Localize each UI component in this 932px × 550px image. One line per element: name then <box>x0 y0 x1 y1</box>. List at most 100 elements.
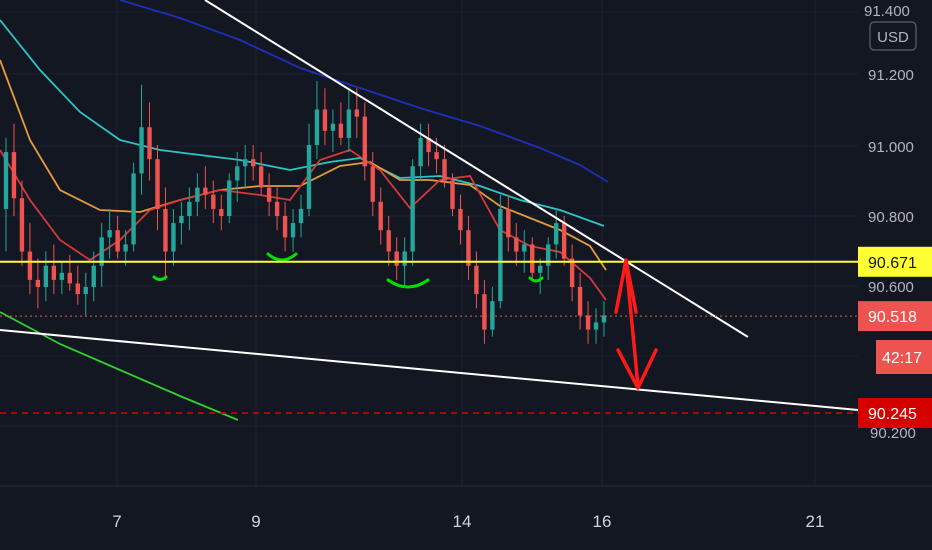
candle-body <box>179 216 184 224</box>
x-tick: 7 <box>112 512 121 531</box>
candle-body <box>131 173 136 245</box>
candle-body <box>498 208 503 302</box>
x-tick: 9 <box>251 512 260 531</box>
candle-body <box>67 272 72 284</box>
candle-body <box>418 137 423 167</box>
x-tick: 21 <box>806 512 825 531</box>
candle-body <box>243 159 248 167</box>
candle-body <box>458 208 463 231</box>
candle-body <box>227 180 232 216</box>
svg-text:42:17: 42:17 <box>882 350 922 367</box>
candle-body <box>274 201 280 216</box>
arrow-down-head <box>616 348 658 390</box>
last-price-label: 90.518 <box>858 301 932 332</box>
candle-body <box>553 223 559 245</box>
candle-body <box>298 208 304 224</box>
candle-body <box>211 194 216 209</box>
candle-body <box>235 166 240 181</box>
candle-body <box>514 237 519 252</box>
pattern-mark-4 <box>528 276 544 283</box>
candle-body <box>219 208 224 216</box>
candle-body <box>426 137 431 153</box>
time-axis: 7 9 14 16 21 <box>0 485 932 550</box>
candle-body <box>338 123 344 138</box>
candle-body <box>370 166 375 202</box>
pattern-mark-2 <box>266 252 298 262</box>
svg-text:90.671: 90.671 <box>868 255 917 272</box>
candle-body <box>19 198 25 252</box>
upper-trendline <box>204 0 749 338</box>
y-tick: 91.400 <box>864 3 910 20</box>
candle-body <box>163 208 168 252</box>
candle-body <box>171 223 176 252</box>
y-tick: 90.800 <box>868 209 914 226</box>
candle-body <box>51 265 57 280</box>
y-tick: 91.000 <box>868 139 914 156</box>
candle-body <box>314 109 320 145</box>
projection-arrows <box>614 258 658 390</box>
candle-body <box>306 145 312 209</box>
candle-body <box>250 159 256 167</box>
candle-body <box>545 244 551 266</box>
candle-body <box>346 109 352 138</box>
y-tick: 90.600 <box>868 279 914 296</box>
candle-body <box>155 159 160 209</box>
candle-body <box>83 287 88 295</box>
candle-body <box>107 230 112 238</box>
candle-body <box>585 315 591 330</box>
arrow-down-shaft <box>624 260 640 388</box>
y-tick: 90.200 <box>870 425 916 442</box>
target-price-label: 90.245 <box>858 398 932 429</box>
zigzag-arrow-up <box>614 258 638 314</box>
candle-body <box>354 109 360 117</box>
candle-body <box>203 187 208 195</box>
candle-body <box>99 237 104 266</box>
candle-body <box>577 287 583 316</box>
candle-body <box>466 230 471 266</box>
candle-body <box>593 322 599 330</box>
candle-body <box>147 127 152 160</box>
trendlines <box>0 0 859 411</box>
candle-body <box>530 244 535 273</box>
candle-body <box>474 265 479 295</box>
candle-body <box>115 230 120 252</box>
candle-body <box>290 223 296 238</box>
candle-body <box>394 251 399 266</box>
svg-text:90.245: 90.245 <box>868 406 917 423</box>
ma-blue-line <box>119 0 609 183</box>
candle-body <box>187 201 192 216</box>
candle-body <box>442 159 447 181</box>
candle-body <box>569 258 575 287</box>
x-tick: 14 <box>453 512 472 531</box>
y-tick: 91.200 <box>868 67 914 84</box>
candle-body <box>139 127 144 174</box>
candle-body <box>410 166 415 252</box>
currency-button[interactable]: USD <box>869 21 917 51</box>
candle-body <box>561 223 567 259</box>
candles <box>3 81 607 344</box>
pattern-marks <box>152 252 544 289</box>
svg-text:USD: USD <box>877 29 909 46</box>
candle-body <box>538 265 543 273</box>
candle-body <box>266 187 272 202</box>
pattern-mark-1 <box>152 275 168 281</box>
candle-body <box>282 216 288 238</box>
candle-body <box>35 279 41 287</box>
svg-text:90.518: 90.518 <box>868 309 917 326</box>
candle-body <box>11 152 17 199</box>
candle-body <box>195 187 200 202</box>
candle-body <box>378 201 383 231</box>
candle-body <box>506 208 511 238</box>
candle-body <box>27 251 33 280</box>
candle-body <box>362 116 367 167</box>
candle-body <box>402 251 407 266</box>
candle-body <box>490 301 495 330</box>
candle-body <box>601 315 607 323</box>
candle-body <box>330 123 336 131</box>
candle-body <box>386 230 391 252</box>
candle-body <box>43 265 49 287</box>
pattern-mark-3 <box>386 278 430 289</box>
candle-body <box>522 244 527 252</box>
